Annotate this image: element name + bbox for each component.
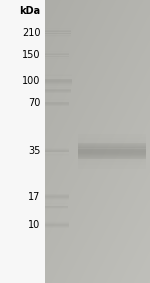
Text: 10: 10: [28, 220, 40, 230]
Bar: [45, 79, 72, 80]
Bar: [78, 136, 146, 137]
Text: 100: 100: [22, 76, 40, 86]
Bar: [78, 150, 146, 151]
Bar: [45, 80, 72, 81]
Bar: [45, 82, 72, 83]
Bar: [78, 143, 146, 144]
Bar: [78, 157, 146, 158]
Bar: [78, 147, 146, 148]
Bar: [78, 162, 146, 163]
Text: 17: 17: [28, 192, 40, 202]
Bar: [78, 146, 146, 147]
Bar: [45, 81, 72, 82]
Bar: [78, 158, 146, 159]
Bar: [78, 139, 146, 140]
Bar: [45, 84, 72, 85]
Bar: [45, 85, 72, 86]
Bar: [78, 159, 146, 160]
Bar: [78, 165, 146, 166]
Bar: [45, 74, 72, 75]
Bar: [78, 148, 146, 149]
Text: 150: 150: [22, 50, 40, 60]
Text: 70: 70: [28, 98, 40, 108]
Bar: [78, 154, 146, 155]
Bar: [78, 166, 146, 167]
Bar: [78, 141, 146, 142]
Bar: [78, 152, 146, 153]
Bar: [78, 163, 146, 164]
Bar: [78, 155, 146, 156]
Bar: [78, 164, 146, 165]
Text: 210: 210: [22, 27, 40, 38]
Bar: [45, 83, 72, 84]
Bar: [78, 153, 146, 154]
Bar: [78, 135, 146, 136]
Bar: [45, 73, 72, 74]
Text: 35: 35: [28, 146, 40, 156]
Bar: [78, 142, 146, 143]
Bar: [78, 149, 146, 150]
Bar: [78, 156, 146, 157]
Bar: [78, 161, 146, 162]
Bar: [45, 88, 72, 89]
Text: kDa: kDa: [19, 6, 40, 16]
Bar: [78, 168, 146, 169]
Bar: [78, 137, 146, 138]
Bar: [78, 151, 146, 152]
Bar: [78, 167, 146, 168]
Bar: [45, 76, 72, 77]
Bar: [78, 138, 146, 139]
Bar: [78, 134, 146, 135]
Bar: [78, 144, 146, 145]
Bar: [78, 160, 146, 161]
Bar: [78, 140, 146, 141]
